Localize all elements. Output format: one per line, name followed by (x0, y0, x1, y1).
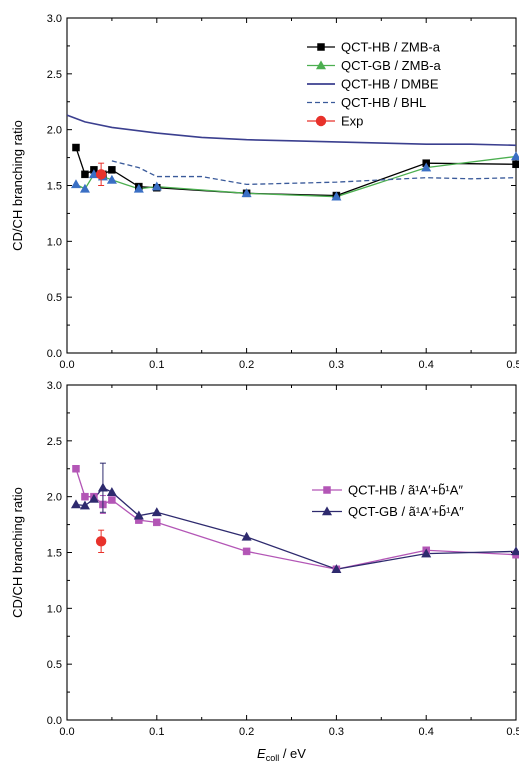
x-tick-label: 0.1 (149, 359, 164, 371)
markers (70, 143, 519, 201)
y-tick-label: 1.0 (47, 236, 62, 248)
y-tick-label: 0.0 (47, 715, 62, 727)
series-qct-gb-a-b-a--point (133, 510, 144, 520)
markers (70, 462, 519, 574)
x-tick-label: 0.3 (329, 726, 344, 738)
series-qct-hb-zmb-a-point (108, 166, 116, 174)
plot-frame (66, 17, 517, 354)
legend-marker (315, 115, 327, 127)
y-axis-title: CD/CH branching ratio (10, 120, 25, 251)
legend: QCT-HB / ã¹A′+b̃¹A″ QCT-GB / ã¹A′+b̃¹A″ (312, 482, 464, 519)
y-tick-label: 3.0 (47, 13, 62, 25)
x-axis-title-unit: / eV (279, 746, 306, 761)
y-tick-label: 0.0 (47, 348, 62, 360)
legend-label: QCT-HB / BHL (341, 95, 426, 110)
series-qct-gb-zmb-a-point (133, 183, 144, 193)
series-qct-hb-zmb-a-point (72, 143, 80, 152)
y-tick-label: 3.0 (47, 380, 62, 392)
x-tick-label: 0.2 (239, 359, 254, 371)
series-qct-gb-a-b-a--point (331, 564, 342, 574)
series-qct-gb-a-b-a--point (97, 482, 108, 492)
x-axis-title-sub: coll (266, 753, 280, 763)
series-qct-gb-a-b-a--point (79, 500, 90, 510)
series-qct-hb-a-b-a--point (72, 465, 80, 473)
series-qct-gb-a-b-a--point (70, 499, 81, 509)
y-tick-label: 0.5 (47, 292, 62, 304)
series-qct-gb-a-b-a--line (75, 486, 516, 570)
series-qct-hb-a-b-a--point (153, 518, 161, 527)
bottom-panel: 0.0 0.1 0.2 0.3 0.4 0.5 0.0 0.5 1.0 1.5 2.0 2.5 3.0 C… (10, 380, 519, 763)
legend-marker (315, 60, 327, 70)
series-qct-hb-zmb-a-point (512, 160, 519, 169)
series-qct-hb-dmbe-line (67, 114, 516, 147)
legend-label: Exp (341, 113, 363, 128)
x-tick-label: 0.4 (419, 726, 434, 738)
legend-label: QCT-HB / ZMB-a (341, 39, 441, 54)
legend-marker (317, 43, 325, 51)
legend-label: QCT-HB / ã¹A′+b̃¹A″ (348, 482, 463, 497)
series-qct-hb-a-b-a--point (108, 496, 116, 504)
legend: QCT-HB / ZMB-a QCT-GB / ZMB-a QCT-HB / DMB… (307, 39, 441, 128)
series-qct-gb-zmb-a-point (70, 179, 81, 189)
legend-marker (321, 506, 333, 516)
x-tick-label: 0.0 (59, 726, 74, 738)
top-panel: 0.0 0.1 0.2 0.3 0.4 0.5 0.0 0.5 1.0 1.5 2.0 2.5 3.0 C… (10, 13, 519, 371)
x-tick-label: 0.0 (59, 359, 74, 371)
y-tick-label: 2.5 (47, 69, 62, 81)
legend-label: QCT-GB / ã¹A′+b̃¹A″ (348, 504, 464, 519)
y-axis-title: CD/CH branching ratio (10, 487, 25, 618)
series-qct-gb-zmb-a-point (79, 183, 90, 193)
series-qct-gb-a-b-a--point (241, 531, 252, 541)
series-qct-gb-zmb-a-point (331, 191, 342, 201)
x-axis-title: Ecoll / eV (257, 746, 306, 763)
y-tick-label: 2.5 (47, 436, 62, 448)
series-qct-hb-a-b-a--point (81, 492, 89, 501)
y-tick-label: 2.0 (47, 492, 62, 504)
series-qct-gb-a-b-a--point (88, 493, 99, 503)
legend-label: QCT-HB / DMBE (341, 76, 439, 91)
series-qct-gb-a-b-a--point (510, 546, 519, 556)
y-tick-label: 0.5 (47, 659, 62, 671)
x-axis-title-main: E (257, 746, 266, 761)
x-tick-label: 0.5 (506, 726, 519, 738)
plot-area (67, 114, 516, 198)
x-tick-label: 0.3 (329, 359, 344, 371)
y-tick-label: 2.0 (47, 125, 62, 137)
series-qct-hb-a-b-a--point (242, 547, 251, 556)
x-tick-label: 0.1 (149, 726, 164, 738)
legend-label: QCT-GB / ZMB-a (341, 58, 441, 73)
series-qct-gb-zmb-a-point (241, 188, 252, 198)
y-tick-label: 1.5 (47, 181, 62, 193)
legend-marker (323, 486, 331, 494)
series-qct-gb-a-b-a--point (151, 507, 162, 517)
x-tick-label: 0.5 (506, 359, 519, 371)
y-tick-label: 1.0 (47, 603, 62, 615)
series-qct-gb-a-b-a--point (106, 487, 117, 497)
series-exp-point (95, 169, 107, 180)
series-qct-hb-bhl-line (111, 160, 516, 186)
series-qct-hb-zmb-a-point (81, 170, 89, 179)
series-exp-point (95, 536, 107, 547)
series-qct-gb-zmb-a-point (151, 181, 162, 191)
y-tick-label: 1.5 (47, 548, 62, 560)
series-qct-gb-a-b-a--point (421, 548, 432, 558)
x-tick-label: 0.2 (239, 726, 254, 738)
x-tick-label: 0.4 (419, 359, 434, 371)
series-qct-gb-zmb-a-point (510, 151, 519, 161)
series-qct-gb-zmb-a-point (106, 174, 117, 184)
series-qct-gb-zmb-a-point (421, 162, 432, 172)
